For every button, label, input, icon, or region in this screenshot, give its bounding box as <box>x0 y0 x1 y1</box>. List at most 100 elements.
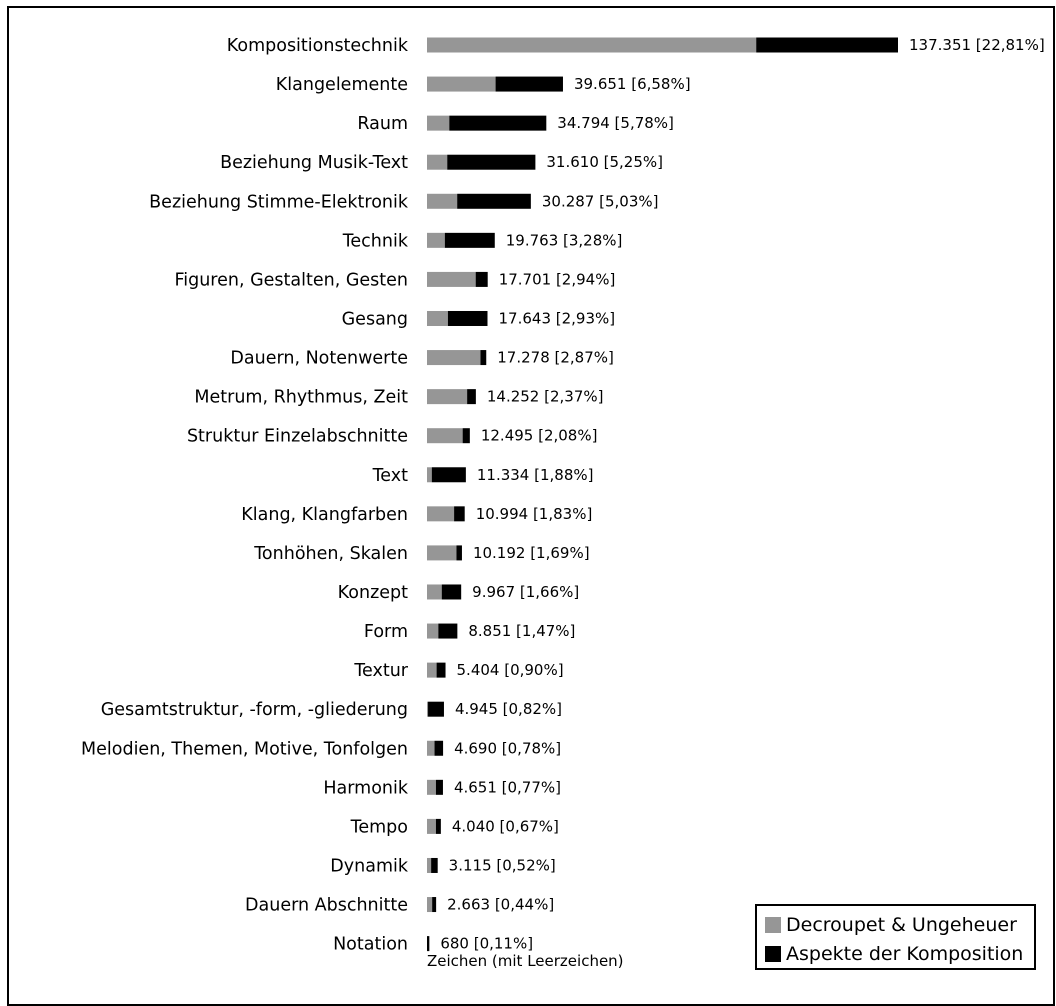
category-label: Figuren, Gestalten, Gesten <box>174 270 408 290</box>
category-label: Klangelemente <box>276 75 408 95</box>
bar-chart: Kompositionstechnik Klangelemente Raum Bezi… <box>81 36 1045 970</box>
bar-segment-aspekte <box>756 37 898 53</box>
category-label: Metrum, Rhythmus, Zeit <box>194 388 408 408</box>
bar-segment-aspekte <box>431 857 438 873</box>
bar-segment-decroupet <box>427 623 439 639</box>
category-label: Beziehung Musik-Text <box>220 153 408 173</box>
category-labels: Kompositionstechnik Klangelemente Raum Bezi… <box>81 36 409 955</box>
bar-segment-aspekte <box>449 115 547 131</box>
bar-segment-decroupet <box>427 310 448 326</box>
bar-segment-decroupet <box>427 350 481 366</box>
bar-segment-decroupet <box>427 76 496 92</box>
value-label: 10.994 [1,83%] <box>476 505 593 523</box>
category-label: Struktur Einzelabschnitte <box>187 427 408 447</box>
value-labels: 137.351 [22,81%] 39.651 [6,58%] 34.794 [5,… <box>440 36 1044 953</box>
bar-segment-aspekte <box>454 506 465 522</box>
value-label: 8.851 [1,47%] <box>468 622 575 640</box>
value-label: 12.495 [2,08%] <box>481 427 598 445</box>
bar-segment-aspekte <box>435 818 441 834</box>
value-label: 4.690 [0,78%] <box>454 739 561 757</box>
bar-segment-aspekte <box>435 779 443 795</box>
bar-segment-decroupet <box>427 662 437 678</box>
bar-segment-decroupet <box>427 857 432 873</box>
bar-segment-aspekte <box>428 701 444 717</box>
category-label: Technik <box>342 231 409 251</box>
value-label: 137.351 [22,81%] <box>909 36 1045 54</box>
bar-segment-aspekte <box>467 389 476 405</box>
bar-segment-aspekte <box>462 428 470 444</box>
category-label: Form <box>364 622 408 642</box>
bar-segment-decroupet <box>427 506 455 522</box>
category-label: Klang, Klangfarben <box>241 505 408 525</box>
bar-segment-decroupet <box>427 779 436 795</box>
value-label: 5.404 [0,90%] <box>457 661 564 679</box>
value-label: 11.334 [1,88%] <box>477 466 594 484</box>
bar-segment-aspekte <box>447 310 488 326</box>
bar-segment-decroupet <box>427 740 435 756</box>
category-label: Beziehung Stimme-Elektronik <box>149 192 409 212</box>
category-label: Harmonik <box>323 778 408 798</box>
value-label: 31.610 [5,25%] <box>546 153 663 171</box>
value-label: 17.278 [2,87%] <box>497 349 614 367</box>
bar-segment-decroupet <box>427 154 448 170</box>
category-label: Notation <box>333 935 408 955</box>
bar-segment-aspekte <box>441 584 462 600</box>
bar-segment-aspekte <box>431 467 466 483</box>
value-label: 30.287 [5,03%] <box>542 192 659 210</box>
value-label: 19.763 [3,28%] <box>506 231 623 249</box>
category-label: Dauern, Notenwerte <box>230 349 408 369</box>
legend-label: Aspekte der Komposition <box>786 942 1024 965</box>
category-label: Text <box>372 466 409 486</box>
category-label: Textur <box>353 661 408 681</box>
bar-segment-decroupet <box>427 818 436 834</box>
bar-segment-decroupet <box>427 115 450 131</box>
bar-segment-decroupet <box>427 545 457 561</box>
bar-segment-decroupet <box>427 428 463 444</box>
bar-segment-decroupet <box>427 897 433 913</box>
legend-label: Decroupet & Ungeheuer <box>786 913 1017 936</box>
bar-segment-aspekte <box>436 662 446 678</box>
bar-segment-aspekte <box>457 193 531 209</box>
value-label: 14.252 [2,37%] <box>487 388 604 406</box>
bar-group <box>427 37 898 952</box>
value-label: 680 [0,11%] <box>440 935 533 953</box>
category-label: Tempo <box>350 817 408 837</box>
legend-swatch-gray <box>765 916 781 933</box>
bar-segment-aspekte <box>444 232 495 248</box>
bar-segment-aspekte <box>475 271 488 287</box>
value-label: 2.663 [0,44%] <box>447 896 554 914</box>
value-label: 3.115 [0,52%] <box>449 856 556 874</box>
value-label: 34.794 [5,78%] <box>557 114 674 132</box>
category-label: Dauern Abschnitte <box>245 896 408 916</box>
bar-segment-decroupet <box>427 701 429 717</box>
value-label: 17.643 [2,93%] <box>499 309 616 327</box>
bar-segment-aspekte <box>495 76 563 92</box>
category-label: Konzept <box>338 583 408 603</box>
category-label: Raum <box>357 114 408 134</box>
bar-segment-aspekte <box>432 897 437 913</box>
bar-segment-decroupet <box>427 389 468 405</box>
value-label: 4.040 [0,67%] <box>452 817 559 835</box>
bar-segment-decroupet <box>427 584 442 600</box>
value-label: 9.967 [1,66%] <box>472 583 579 601</box>
value-label: 17.701 [2,94%] <box>499 270 616 288</box>
legend: Decroupet & Ungeheuer Aspekte der Kompos… <box>755 904 1036 970</box>
bar-segment-aspekte <box>434 740 444 756</box>
category-label: Kompositionstechnik <box>227 36 409 56</box>
x-axis-label: Zeichen (mit Leerzeichen) <box>427 952 624 970</box>
category-label: Tonhöhen, Skalen <box>253 544 408 564</box>
category-label: Melodien, Themen, Motive, Tonfolgen <box>81 739 408 759</box>
category-label: Dynamik <box>330 856 409 876</box>
bar-segment-aspekte <box>456 545 462 561</box>
bar-segment-decroupet <box>427 467 432 483</box>
value-label: 10.192 [1,69%] <box>473 544 590 562</box>
bar-segment-aspekte <box>447 154 536 170</box>
value-label: 4.651 [0,77%] <box>454 778 561 796</box>
bar-segment-aspekte <box>480 350 487 366</box>
legend-item-aspekte: Aspekte der Komposition <box>765 939 1026 968</box>
bar-segment-decroupet <box>427 232 445 248</box>
bar-segment-decroupet <box>427 37 757 53</box>
legend-item-decroupet: Decroupet & Ungeheuer <box>765 910 1026 939</box>
category-label: Gesang <box>342 309 408 329</box>
bar-segment-aspekte <box>438 623 458 639</box>
